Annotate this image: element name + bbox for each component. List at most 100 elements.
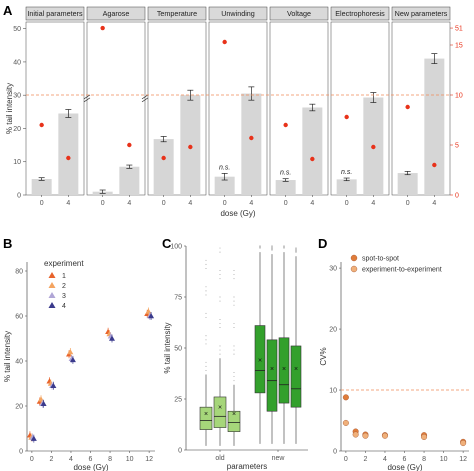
outlier — [233, 376, 235, 378]
x-tick-label: 0 — [40, 200, 44, 207]
y-tick-label: 20 — [15, 404, 23, 411]
y-tick-label: 50 — [13, 26, 21, 33]
y-tick-label: 80 — [15, 269, 23, 276]
legend-title: experiment — [44, 259, 84, 268]
cv-point — [127, 142, 132, 148]
outlier — [205, 263, 207, 265]
outlier — [283, 247, 285, 249]
box — [227, 410, 241, 432]
outlier — [295, 249, 297, 251]
x-tick-label: 4 — [69, 456, 73, 463]
facet-strip — [25, 6, 85, 21]
mean-marker: × — [294, 366, 298, 373]
outlier — [271, 249, 273, 251]
outlier — [233, 274, 235, 276]
outlier — [219, 247, 221, 249]
x-tick-label: 0 — [223, 200, 227, 207]
outlier — [271, 248, 273, 250]
cv-point — [344, 114, 349, 120]
x-tick-label: old — [215, 455, 224, 462]
data-point — [109, 335, 116, 341]
y-axis-label: % tail intensity — [3, 331, 12, 382]
facet-strip — [391, 6, 451, 21]
facet-strip — [86, 6, 146, 21]
outlier — [219, 327, 221, 329]
outlier — [219, 345, 221, 347]
x-tick-label: 0 — [162, 200, 166, 207]
y-tick-label: 20 — [329, 327, 337, 334]
facet-title: Unwinding — [221, 9, 255, 18]
outlier — [205, 312, 207, 314]
outlier — [233, 278, 235, 280]
x-tick-label: 6 — [403, 456, 407, 463]
x-tick-label: 0 — [344, 456, 348, 463]
data-point — [381, 432, 388, 439]
x-tick-label: 0 — [284, 200, 288, 207]
x-axis-label: dose (Gy) — [73, 463, 108, 471]
x-tick-label: 10 — [126, 456, 134, 463]
y-tick-label: 40 — [13, 59, 21, 66]
bar — [424, 58, 445, 195]
mean-marker: × — [204, 411, 208, 418]
data-point — [67, 349, 74, 355]
facet-title: New parameters — [395, 9, 448, 18]
x-tick-label: 10 — [440, 456, 448, 463]
outlier — [295, 247, 297, 249]
outlier — [283, 246, 285, 248]
y-tick-label: 50 — [174, 346, 182, 353]
y-tick-label: 60 — [15, 314, 23, 321]
data-point — [352, 431, 359, 438]
y-tick-label: 30 — [329, 266, 337, 273]
ns-label: n.s. — [341, 169, 352, 176]
cv-point — [283, 122, 288, 128]
x-tick-label: 4 — [310, 200, 314, 207]
outlier — [233, 372, 235, 373]
outlier — [219, 353, 221, 355]
facet-frame — [86, 21, 146, 196]
outlier — [233, 345, 235, 347]
facet-title: Temperature — [157, 9, 197, 18]
outlier — [233, 304, 235, 306]
y-tick-label: 40 — [15, 359, 23, 366]
panel-d: 0 10 20 30 0 2 4 6 8 10 12 dose (Gy) CV% spot-to-spot… — [319, 254, 469, 471]
outlier — [295, 248, 297, 250]
ns-label: n.s. — [280, 170, 291, 177]
outlier — [271, 245, 273, 247]
y-tick-label: 100 — [170, 244, 182, 251]
outlier — [233, 270, 235, 271]
outlier — [205, 365, 207, 367]
mean-marker: × — [282, 366, 286, 373]
bar — [153, 139, 174, 195]
data-point — [460, 440, 467, 447]
box — [278, 337, 290, 404]
outlier — [219, 349, 221, 351]
outlier — [283, 245, 285, 247]
cv-point — [161, 155, 166, 161]
bar — [336, 179, 357, 195]
legend-marker — [48, 302, 56, 308]
y2-tick-label: 51 — [455, 26, 463, 33]
x-tick-label: 8 — [108, 456, 112, 463]
cv-point — [222, 39, 227, 45]
legend-label: 4 — [62, 303, 66, 310]
panel-label-b: B — [3, 236, 12, 251]
y-tick-label: 10 — [329, 388, 337, 395]
y2-tick-label: 5 — [455, 143, 459, 150]
outlier — [205, 316, 207, 318]
facet-title: Voltage — [287, 9, 311, 18]
legend-label: 3 — [62, 293, 66, 300]
x-tick-label: 8 — [422, 456, 426, 463]
data-point — [362, 432, 369, 439]
facet-strip — [330, 6, 390, 21]
outlier — [233, 300, 235, 302]
mean-marker: × — [218, 405, 222, 412]
outlier — [205, 294, 207, 296]
outlier — [205, 335, 207, 337]
facet-strip — [269, 6, 329, 21]
axis-break — [83, 94, 91, 100]
x-axis-label: parameters — [227, 462, 267, 471]
mean-marker: × — [258, 358, 262, 365]
cv-point — [249, 135, 254, 141]
panel-c: 0 25 50 75 100 % tail intensity × × × × × × × old newp… — [163, 244, 308, 471]
